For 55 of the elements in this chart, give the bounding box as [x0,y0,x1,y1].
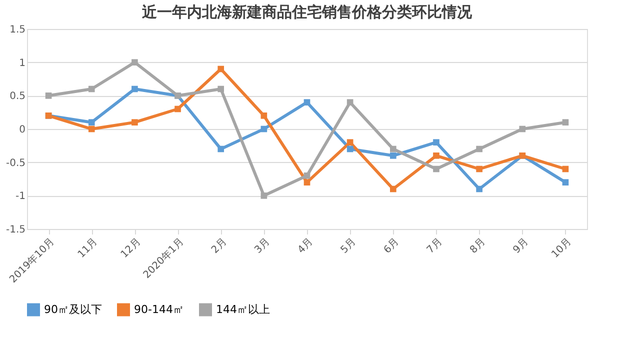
x-tick-label: 9月 [511,236,531,256]
point [390,152,396,159]
x-tick-label: 7月 [425,236,445,256]
point [132,86,138,92]
point [346,146,354,152]
legend-label: 90㎡及以下 [44,302,102,316]
point [390,146,396,152]
point [218,146,224,152]
point [260,112,268,119]
point [346,139,354,146]
x-tick-label: 5月 [339,236,358,256]
point [132,119,138,126]
point [174,106,181,112]
y-tick-label: 0.5 [10,91,26,102]
point [433,152,440,159]
y-tick-label: -1 [16,191,26,202]
point [88,119,95,126]
point [433,139,440,146]
point [132,59,138,66]
point [88,86,95,92]
point [476,186,482,192]
point [562,119,569,126]
point [218,66,224,72]
point [304,172,310,179]
point [45,92,52,99]
x-tick-label: 11月 [76,236,100,260]
point [304,99,310,106]
x-tick-label: 8月 [468,236,488,256]
point [390,186,396,192]
x-tick-label: 6月 [382,236,402,256]
y-tick-label: -1.5 [6,224,26,236]
point [218,86,224,92]
x-tick-label: 3月 [252,236,272,256]
point [562,179,569,186]
point [260,126,268,132]
point [562,166,569,172]
y-tick-label: 1.5 [10,24,26,36]
point [476,166,482,172]
point [433,166,440,172]
point [519,126,526,132]
point [346,99,354,106]
point [476,146,482,152]
y-tick-label: 0 [19,124,26,136]
x-tick-label: 4月 [296,236,316,256]
point [260,192,268,199]
y-tick-label: -0.5 [6,158,26,169]
legend-label: 144㎡以上 [216,302,270,316]
point [304,179,310,186]
point [88,126,95,132]
chart-title: 近一年内北海新建商品住宅销售价格分类环比情况 [141,3,473,21]
x-tick-label: 12月 [119,236,143,260]
y-tick-label: 1 [19,58,26,69]
legend-label: 90-144㎡ [134,302,184,316]
x-tick-label: 2月 [210,236,230,256]
x-tick-label: 10月 [550,236,574,260]
